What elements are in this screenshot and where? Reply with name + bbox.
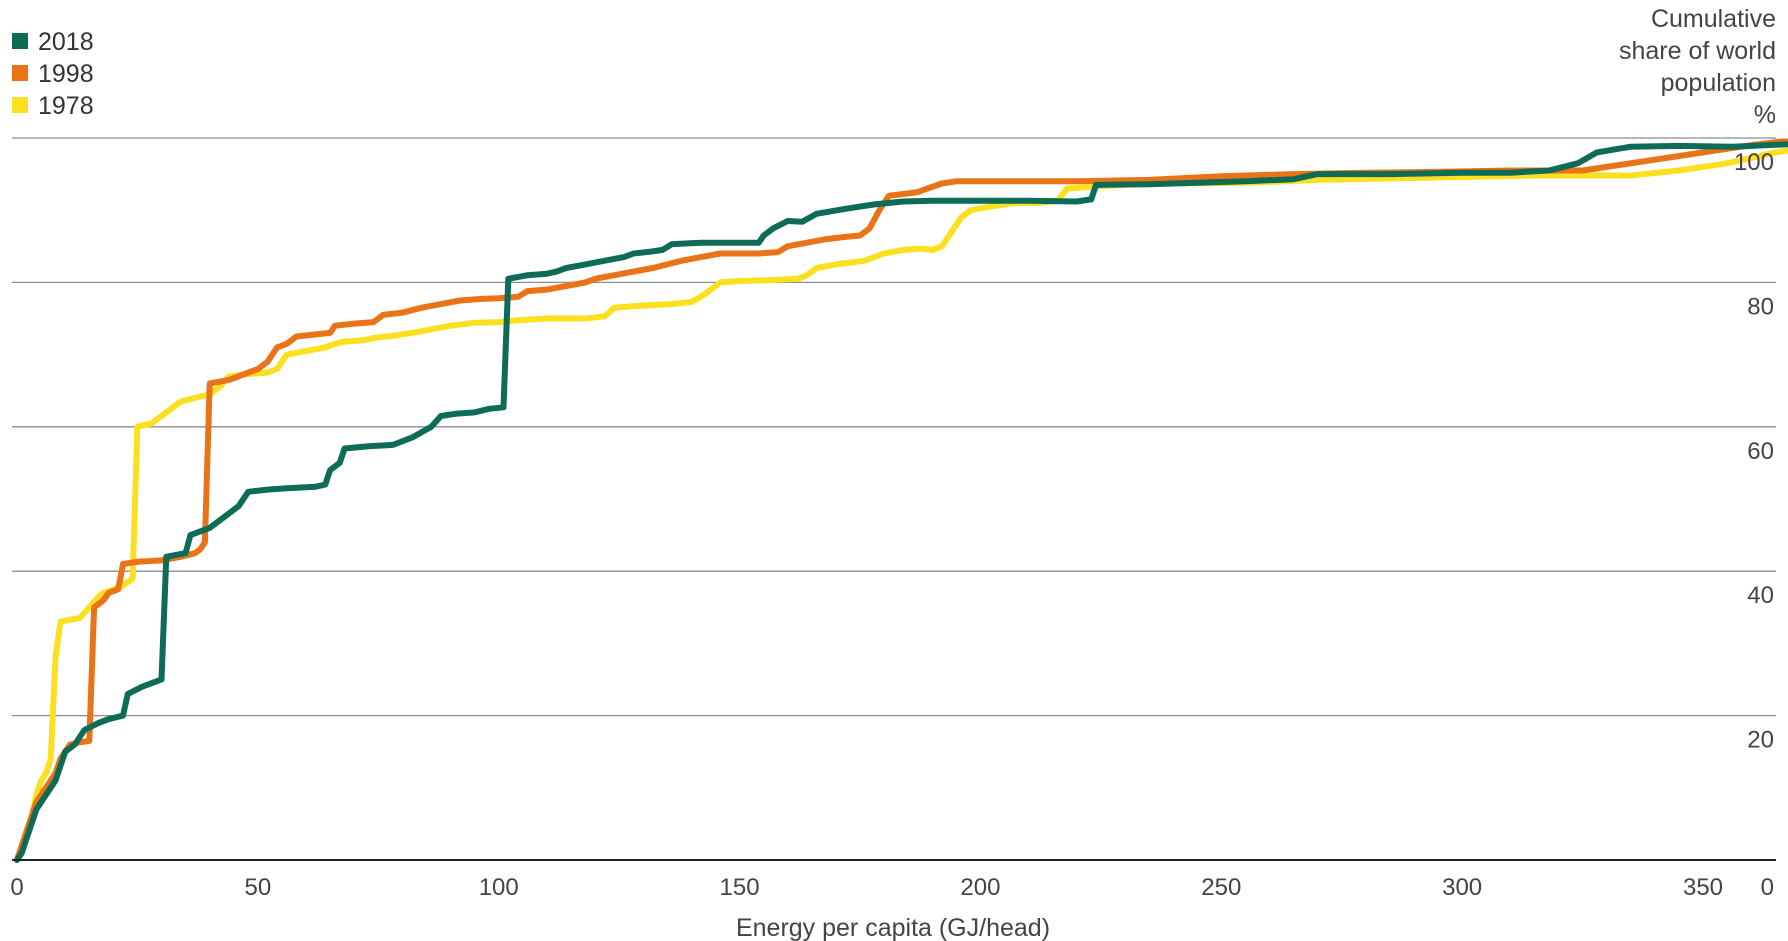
x-tick-label-300: 300 bbox=[1442, 874, 1482, 901]
x-axis-ticks: 0 50 100 150 200 250 300 350 bbox=[10, 874, 1723, 901]
x-tick-label-250: 250 bbox=[1201, 874, 1241, 901]
x-tick-label-200: 200 bbox=[960, 874, 1000, 901]
y-tick-label-80: 80 bbox=[1747, 293, 1774, 320]
legend-label-2018: 2018 bbox=[38, 28, 94, 56]
x-axis-label: Energy per capita (GJ/head) bbox=[736, 914, 1050, 941]
y-axis-label-line-3: population bbox=[1661, 69, 1776, 97]
x-tick-label-150: 150 bbox=[720, 874, 760, 901]
series-lines bbox=[14, 138, 1788, 863]
legend-swatch-1998 bbox=[12, 65, 28, 81]
legend-label-1978: 1978 bbox=[38, 92, 94, 120]
y-tick-label-20: 20 bbox=[1747, 727, 1774, 754]
y-axis-ticks: 20 40 60 80 100 bbox=[1734, 149, 1774, 754]
legend-item-1998: 1998 bbox=[12, 60, 94, 88]
series-line-1978 bbox=[14, 147, 1788, 863]
legend-item-2018: 2018 bbox=[12, 28, 94, 56]
y-axis-label-line-2: share of world bbox=[1619, 37, 1776, 65]
legend-swatch-1978 bbox=[12, 97, 28, 113]
legend-label-1998: 1998 bbox=[38, 60, 94, 88]
x-tick-label-0: 0 bbox=[10, 874, 23, 901]
series-line-2018 bbox=[14, 141, 1788, 863]
legend-item-1978: 1978 bbox=[12, 92, 94, 120]
x-tick-label-350: 350 bbox=[1683, 874, 1723, 901]
y-tick-label-60: 60 bbox=[1747, 438, 1774, 465]
y-tick-label-100: 100 bbox=[1734, 149, 1774, 176]
x-axis-end-label: 0 bbox=[1761, 874, 1774, 901]
legend-swatch-2018 bbox=[12, 33, 28, 49]
legend: 2018 1998 1978 bbox=[12, 28, 94, 120]
y-axis-label-line-1: Cumulative bbox=[1651, 5, 1776, 33]
y-axis-label-line-4: % bbox=[1754, 101, 1776, 129]
gridlines bbox=[12, 137, 1776, 717]
x-tick-label-50: 50 bbox=[245, 874, 272, 901]
x-tick-label-100: 100 bbox=[479, 874, 519, 901]
y-tick-label-40: 40 bbox=[1747, 582, 1774, 609]
series-line-1998 bbox=[14, 138, 1788, 863]
y-axis-label: Cumulative share of world population % bbox=[1619, 5, 1776, 129]
